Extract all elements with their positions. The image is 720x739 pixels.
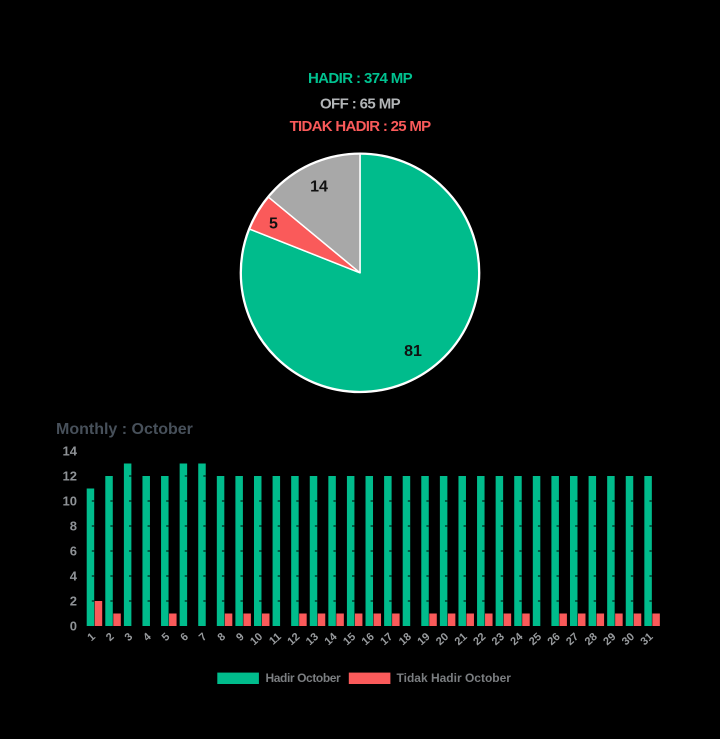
svg-text:Hadir October: Hadir October: [266, 671, 342, 685]
svg-text:14: 14: [63, 444, 78, 459]
svg-text:Tidak Hadir October: Tidak Hadir October: [397, 671, 512, 685]
svg-text:8: 8: [70, 519, 77, 534]
svg-text:81: 81: [404, 343, 422, 360]
svg-text:10: 10: [63, 494, 77, 509]
svg-text:OFF : 65 MP: OFF : 65 MP: [320, 96, 401, 113]
svg-text:4: 4: [70, 569, 78, 584]
svg-text:14: 14: [310, 179, 328, 196]
svg-text:HADIR : 374 MP: HADIR : 374 MP: [308, 70, 413, 87]
svg-text:5: 5: [269, 216, 278, 233]
svg-text:0: 0: [70, 619, 77, 634]
svg-text:TIDAK HADIR : 25 MP: TIDAK HADIR : 25 MP: [290, 118, 432, 135]
svg-text:Monthly : October: Monthly : October: [56, 421, 193, 438]
svg-text:12: 12: [63, 469, 77, 484]
svg-text:2: 2: [70, 594, 77, 609]
svg-text:6: 6: [70, 544, 77, 559]
